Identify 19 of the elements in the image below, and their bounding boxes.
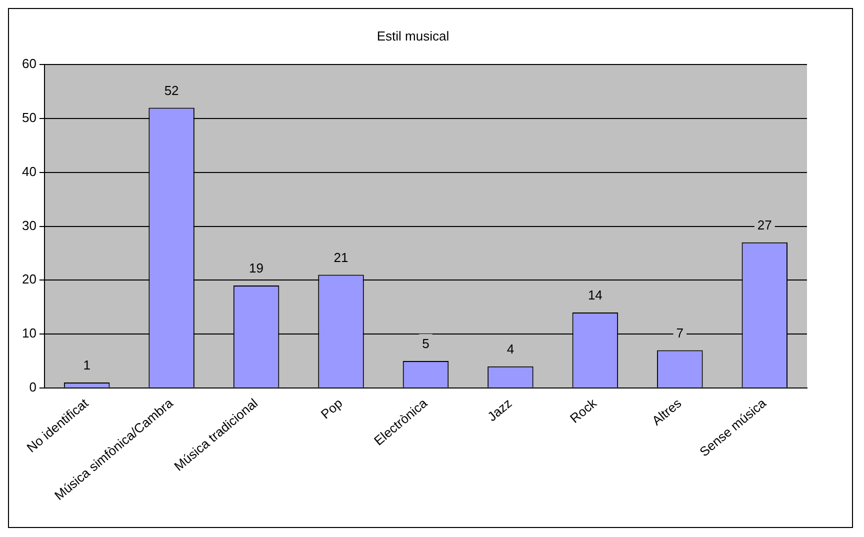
x-tick-label: Pop (318, 395, 346, 422)
data-label: 5 (422, 336, 430, 352)
y-tick-label: 50 (22, 110, 36, 126)
y-tick-label: 30 (22, 218, 36, 233)
y-tick-label: 40 (22, 164, 36, 179)
data-label: 7 (676, 325, 684, 340)
data-label: 21 (334, 250, 348, 265)
data-label: 4 (506, 341, 514, 356)
y-tick-label: 0 (29, 380, 36, 395)
y-tick-label: 10 (22, 326, 36, 341)
y-tick-label: 20 (22, 272, 36, 287)
x-tick-label: Jazz (484, 395, 515, 424)
data-label: 19 (249, 260, 264, 276)
chart-title: Estil musical (376, 28, 450, 44)
data-label: 52 (164, 82, 179, 98)
data-label: 14 (588, 288, 602, 303)
y-tick-label: 60 (22, 56, 36, 72)
data-label: 1 (83, 358, 90, 373)
data-label: 27 (757, 218, 772, 233)
